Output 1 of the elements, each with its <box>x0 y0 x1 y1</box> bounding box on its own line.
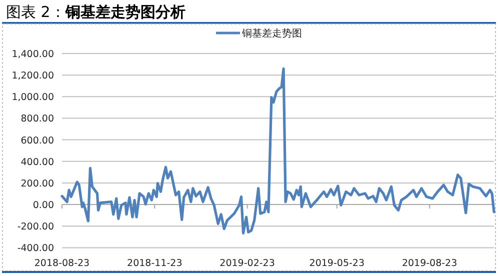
title: 图表 2：铜基差走势图分析 <box>6 3 186 21</box>
